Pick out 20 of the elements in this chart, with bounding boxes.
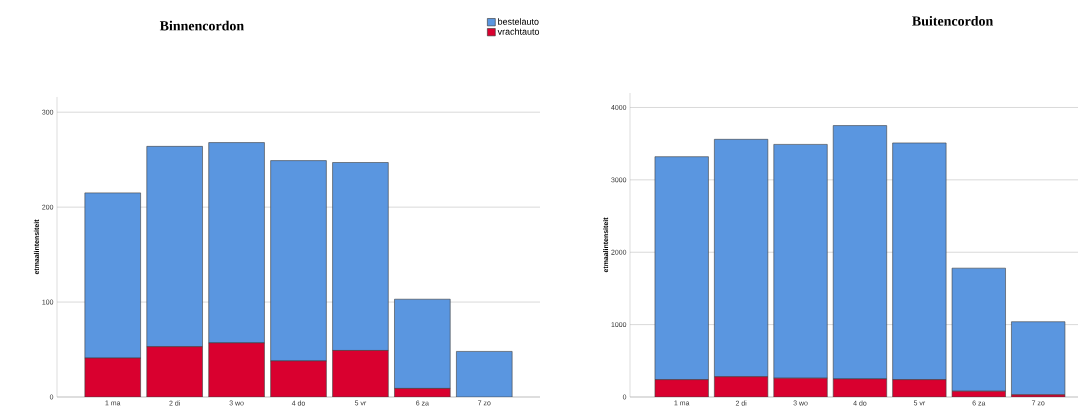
- bar: [146, 346, 203, 397]
- bar: [270, 360, 327, 397]
- legend-label: vrachtauto: [497, 28, 540, 35]
- bar: [654, 379, 709, 397]
- bar: [84, 357, 141, 397]
- bar: [714, 376, 769, 397]
- bar: [84, 192, 141, 359]
- bar: [394, 298, 451, 389]
- bar: [270, 160, 327, 362]
- bar: [456, 351, 513, 397]
- bar: [892, 379, 947, 397]
- bar: [146, 146, 203, 347]
- bar: [208, 142, 265, 344]
- bar: [332, 350, 389, 397]
- bar: [332, 162, 389, 351]
- chart-title: Buitencordon: [912, 15, 994, 26]
- legend-label: bestelauto: [498, 18, 539, 25]
- chart-title: Binnencordon: [159, 20, 244, 31]
- bar: [773, 377, 828, 397]
- bar: [208, 342, 265, 397]
